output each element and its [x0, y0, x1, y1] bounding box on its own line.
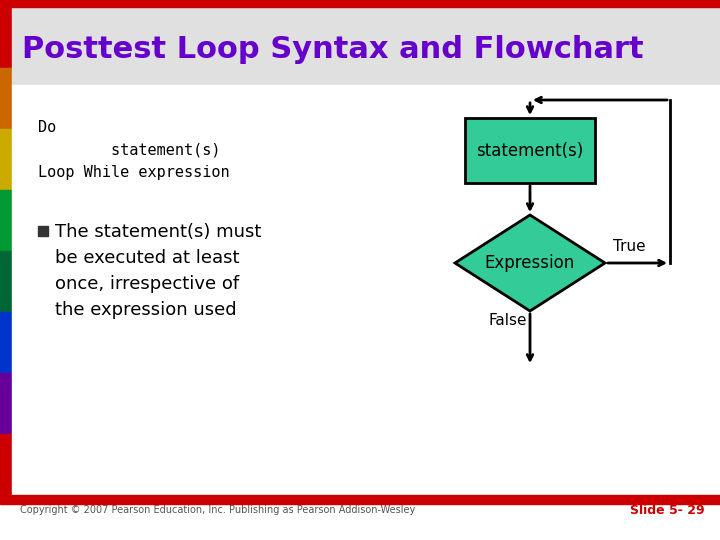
- Text: once, irrespective of: once, irrespective of: [55, 275, 239, 293]
- Bar: [12, 7, 720, 85]
- FancyBboxPatch shape: [465, 118, 595, 183]
- Text: Do: Do: [38, 120, 56, 136]
- Text: Posttest Loop Syntax and Flowchart: Posttest Loop Syntax and Flowchart: [22, 36, 644, 64]
- Bar: [0, 7, 12, 68]
- Text: be executed at least: be executed at least: [55, 249, 240, 267]
- Polygon shape: [455, 215, 605, 311]
- Text: statement(s): statement(s): [38, 143, 220, 158]
- Bar: [0, 373, 12, 434]
- Text: Loop While expression: Loop While expression: [38, 165, 230, 179]
- Bar: [0, 251, 12, 312]
- Bar: [0, 312, 12, 373]
- Text: Copyright © 2007 Pearson Education, Inc. Publishing as Pearson Addison-Wesley: Copyright © 2007 Pearson Education, Inc.…: [20, 505, 415, 515]
- Text: Expression: Expression: [485, 254, 575, 272]
- Text: The statement(s) must: The statement(s) must: [55, 223, 261, 241]
- Text: Slide 5- 29: Slide 5- 29: [631, 503, 705, 516]
- Text: False: False: [488, 313, 526, 328]
- Text: the expression used: the expression used: [55, 301, 237, 319]
- Bar: [12, 85, 720, 495]
- Bar: [0, 434, 12, 495]
- Text: True: True: [613, 239, 646, 254]
- Text: statement(s): statement(s): [477, 141, 584, 159]
- Bar: [0, 0, 720, 7]
- Bar: [0, 190, 12, 251]
- Bar: [0, 68, 12, 129]
- Bar: [0, 495, 720, 504]
- Bar: [0, 129, 12, 190]
- Bar: [38, 226, 48, 236]
